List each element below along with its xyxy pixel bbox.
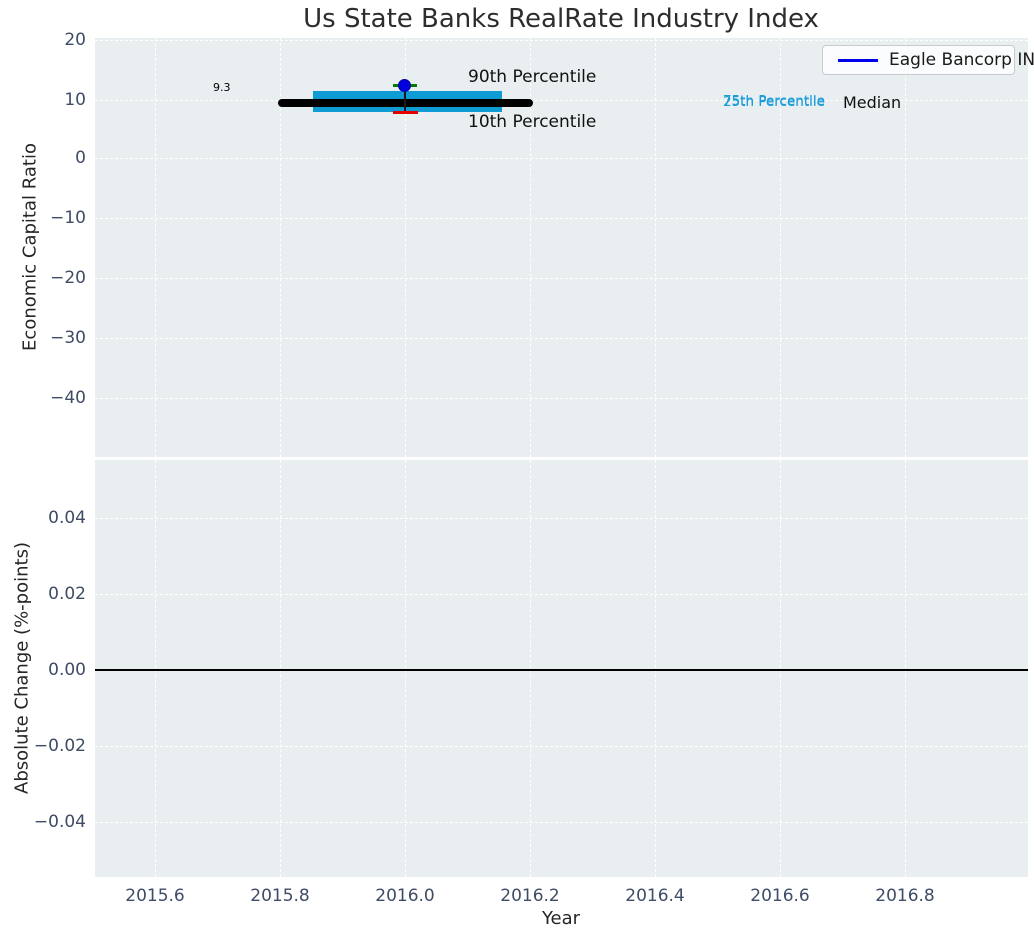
ytick-bottom: 0.02 [48, 584, 86, 604]
xtick: 2016.8 [875, 886, 935, 906]
gridline-horizontal [95, 218, 1028, 219]
gridline-horizontal [95, 100, 1028, 101]
chart-title: Us State Banks RealRate Industry Index [303, 4, 819, 34]
ytick-top: −30 [50, 328, 86, 348]
gridline-vertical [655, 460, 656, 877]
ytick-bottom: 0.00 [48, 660, 86, 680]
gridline-horizontal [95, 398, 1028, 399]
ytick-top: −10 [50, 208, 86, 228]
xtick: 2016.6 [750, 886, 810, 906]
p25-annotation: 25th Percentile [723, 94, 825, 110]
p10-annotation: 10th Percentile [468, 112, 597, 132]
xtick: 2015.6 [125, 886, 185, 906]
gridline-vertical [155, 460, 156, 877]
ytick-top: 10 [64, 90, 86, 110]
gridline-horizontal [95, 518, 1028, 519]
ytick-bottom: −0.02 [33, 736, 86, 756]
bottom-y-axis-label: Absolute Change (%-points) [11, 542, 33, 794]
xtick: 2016.0 [375, 886, 435, 906]
gridline-vertical [905, 460, 906, 877]
bottom-axes [95, 460, 1028, 877]
gridline-horizontal [95, 594, 1028, 595]
ytick-bottom: −0.04 [33, 812, 86, 832]
p10-cap-line [393, 111, 418, 114]
gridline-vertical [405, 460, 406, 877]
top-axes: 9.3 90th Percentile 10th Percentile 75th… [95, 38, 1034, 457]
gridline-vertical [530, 38, 531, 457]
median-value-label: 9.3 [213, 81, 231, 94]
legend-line-swatch [838, 58, 878, 62]
median-annotation: Median [843, 93, 902, 112]
legend: Eagle Bancorp INC [822, 45, 1034, 75]
p75-annotation: 75th Percentile [723, 93, 825, 109]
gridline-horizontal [95, 338, 1028, 339]
gridline-vertical [655, 38, 656, 457]
x-axis-label: Year [541, 908, 581, 929]
gridline-vertical [280, 460, 281, 877]
p75-p25-annotation-group: 75th Percentile 25th Percentile [723, 93, 843, 111]
gridline-horizontal [95, 158, 1028, 159]
gridline-horizontal [95, 746, 1028, 747]
xtick: 2016.4 [625, 886, 685, 906]
gridline-vertical [530, 460, 531, 877]
xtick: 2015.8 [250, 886, 310, 906]
whisker-line [404, 85, 406, 114]
gridline-vertical [155, 38, 156, 457]
ytick-top: 0 [75, 148, 86, 168]
ytick-top: 20 [64, 30, 86, 50]
gridline-horizontal [95, 40, 1028, 41]
legend-label: Eagle Bancorp INC [889, 50, 1034, 70]
eagle-bancorp-marker [398, 79, 411, 92]
ytick-top: −20 [50, 268, 86, 288]
ytick-top: −40 [50, 388, 86, 408]
top-y-axis-label: Economic Capital Ratio [19, 143, 41, 351]
zero-reference-line [95, 669, 1028, 671]
ytick-bottom: 0.04 [48, 508, 86, 528]
gridline-horizontal [95, 278, 1028, 279]
gridline-vertical [405, 38, 406, 457]
p90-annotation: 90th Percentile [468, 67, 597, 87]
gridline-vertical [780, 460, 781, 877]
gridline-horizontal [95, 822, 1028, 823]
gridline-vertical [780, 38, 781, 457]
gridline-vertical [905, 38, 906, 457]
gridline-vertical [280, 38, 281, 457]
xtick: 2016.2 [500, 886, 560, 906]
